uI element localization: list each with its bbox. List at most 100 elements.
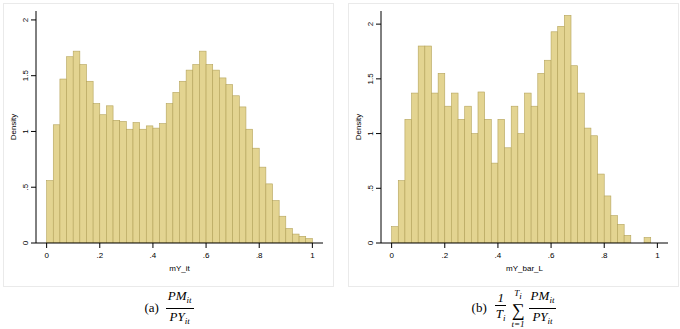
histogram-bar	[584, 128, 591, 243]
histogram-bar	[80, 65, 87, 243]
histogram-bar	[279, 216, 286, 243]
x-tick-label: .6	[548, 251, 555, 260]
histogram-bar	[239, 107, 246, 243]
x-tick-label: 0	[44, 251, 49, 260]
y-tick	[31, 131, 36, 132]
histogram-bar	[544, 60, 551, 243]
bars	[47, 51, 313, 243]
x-tick-label: .6	[203, 251, 210, 260]
x-axis	[381, 243, 668, 244]
histogram-bar	[273, 201, 280, 243]
histogram-bar	[405, 119, 412, 243]
fraction: PMitPYit	[529, 289, 557, 328]
denominator-subscript: it	[185, 316, 190, 326]
histogram-bar	[558, 26, 565, 243]
x-axis-label: mY_bar_L	[506, 264, 543, 273]
histogram-bar	[219, 78, 226, 243]
y-tick-label: 1	[21, 129, 30, 134]
y-tick-label: .5	[366, 184, 375, 191]
x-tick-label: .4	[495, 251, 502, 260]
histogram-bar	[213, 70, 220, 243]
histogram-bar	[226, 85, 233, 243]
histogram-bar	[73, 51, 80, 243]
y-axis	[381, 11, 382, 243]
histogram-bar	[485, 119, 492, 243]
histogram-bar	[53, 125, 60, 243]
histogram-bar	[624, 235, 631, 243]
histogram-bar	[47, 181, 54, 243]
histogram-bar	[140, 129, 147, 243]
histogram-bar	[133, 123, 140, 243]
histogram-bar	[491, 163, 498, 243]
histogram-bar	[266, 184, 273, 243]
histogram-bar	[418, 46, 425, 243]
histogram-bar	[86, 81, 93, 243]
y-tick-label: 2	[21, 17, 30, 22]
histogram-bar	[299, 236, 306, 243]
histogram-bar	[180, 81, 187, 243]
histogram-bar	[425, 46, 432, 243]
histogram-bar	[412, 93, 419, 243]
histogram-bar	[186, 70, 193, 243]
panel: 0.511.520.2.4.6.81DensitymY_it	[4, 4, 334, 287]
histogram-bar	[206, 65, 213, 243]
histogram-bar	[644, 238, 651, 243]
denominator-text: T	[496, 306, 503, 321]
x-tick-label: .2	[96, 251, 103, 260]
histogram-bar	[193, 65, 200, 243]
numerator-subscript: it	[187, 295, 192, 305]
y-tick	[31, 187, 36, 188]
denominator-text: PY	[170, 309, 185, 324]
x-tick	[551, 243, 552, 248]
x-tick	[206, 243, 207, 248]
panel: 0.511.520.2.4.6.81DensitymY_bar_L	[349, 4, 679, 287]
histogram-bar	[511, 106, 518, 243]
x-tick	[312, 243, 313, 248]
histogram-bar	[531, 106, 538, 243]
panel-frame	[4, 4, 334, 287]
y-tick-label: 0	[21, 240, 30, 245]
histogram-bar	[471, 134, 478, 243]
y-tick	[31, 19, 36, 20]
y-tick-label: 2	[366, 21, 375, 26]
x-tick	[497, 243, 498, 248]
histogram-bar	[126, 129, 133, 243]
histogram-bar	[93, 104, 100, 243]
y-tick	[31, 243, 36, 244]
sum-upper-text: T	[514, 288, 519, 298]
x-tick-label: 0	[389, 251, 394, 260]
histogram-bar	[478, 92, 485, 243]
histogram-bar	[259, 167, 266, 243]
histogram-bar	[286, 229, 293, 244]
numerator-text: 1	[497, 290, 504, 305]
denominator-subscript: it	[548, 316, 553, 326]
y-tick	[376, 188, 381, 189]
x-axis	[36, 243, 323, 244]
histogram-bar	[458, 119, 465, 243]
sum-upper: Ti	[514, 288, 522, 301]
fraction: PMitPYit	[166, 289, 194, 328]
numerator-text: PM	[531, 288, 550, 303]
numerator: PMit	[529, 289, 557, 309]
sum: Ti∑t=1	[512, 288, 525, 329]
sum-symbol: ∑	[512, 301, 525, 319]
x-tick-label: .8	[256, 251, 263, 260]
y-axis-label: Density	[354, 114, 363, 141]
x-tick-label: .8	[601, 251, 608, 260]
x-axis-label: mY_it	[169, 264, 190, 273]
x-tick-label: 1	[310, 251, 315, 260]
y-axis-label: Density	[9, 114, 18, 141]
bars	[392, 15, 651, 243]
histogram-bar	[392, 227, 399, 243]
histogram-bar	[505, 148, 512, 243]
histogram-bar	[173, 92, 180, 243]
panel-frame	[349, 4, 679, 287]
y-tick-label: 1.5	[21, 70, 30, 82]
histogram-bar	[611, 216, 618, 243]
y-tick-label: 1.5	[366, 73, 375, 85]
histogram-bar	[578, 93, 585, 243]
y-tick-label: .5	[21, 183, 30, 190]
histogram-bar	[100, 115, 107, 243]
x-tick	[444, 243, 445, 248]
x-tick	[604, 243, 605, 248]
